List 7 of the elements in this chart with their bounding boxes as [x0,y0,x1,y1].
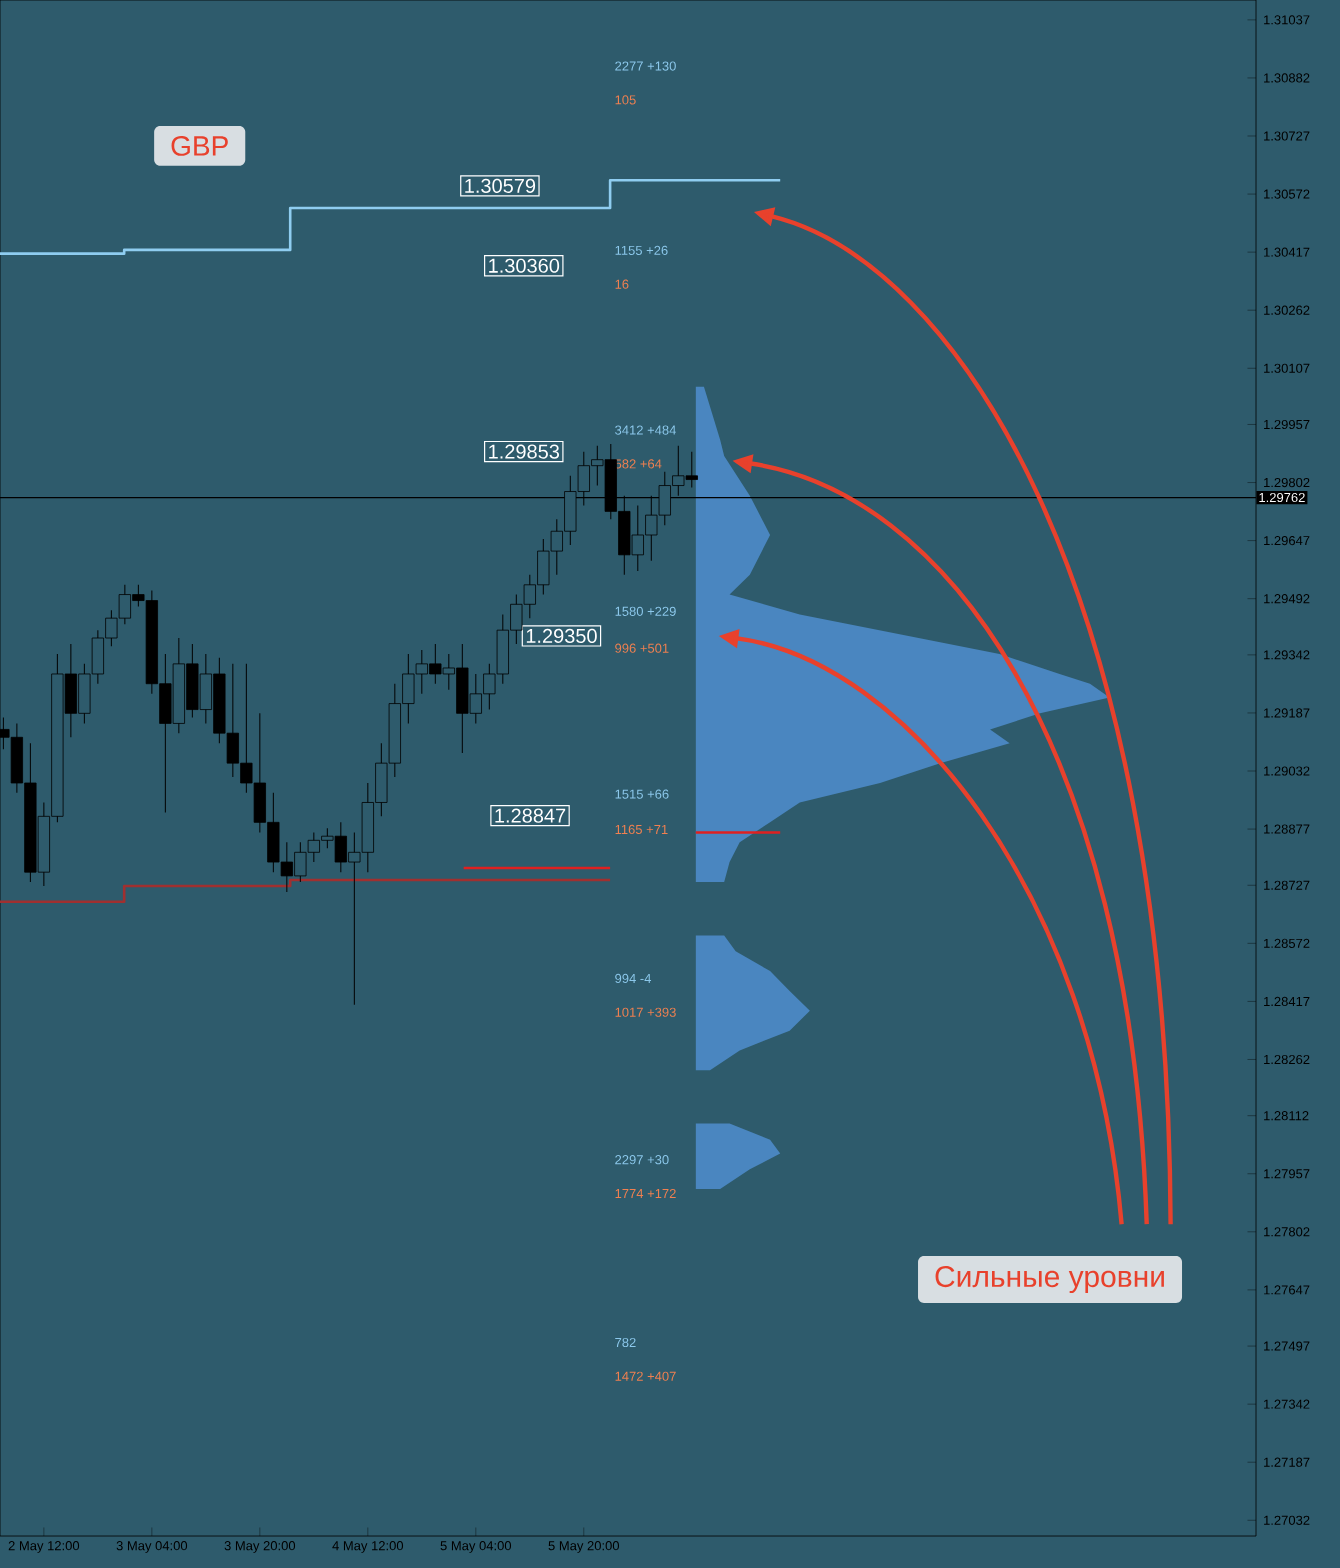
annotation: 1.29350 [526,628,597,643]
annotation: 1.28847 [495,808,566,823]
annotation: 1.30360 [489,258,560,273]
annotation: 1.29853 [489,444,560,459]
annotation: Сильные уровни [935,1265,1164,1294]
annotation: 1.30579 [465,178,536,193]
annotation: GBP [171,135,228,156]
